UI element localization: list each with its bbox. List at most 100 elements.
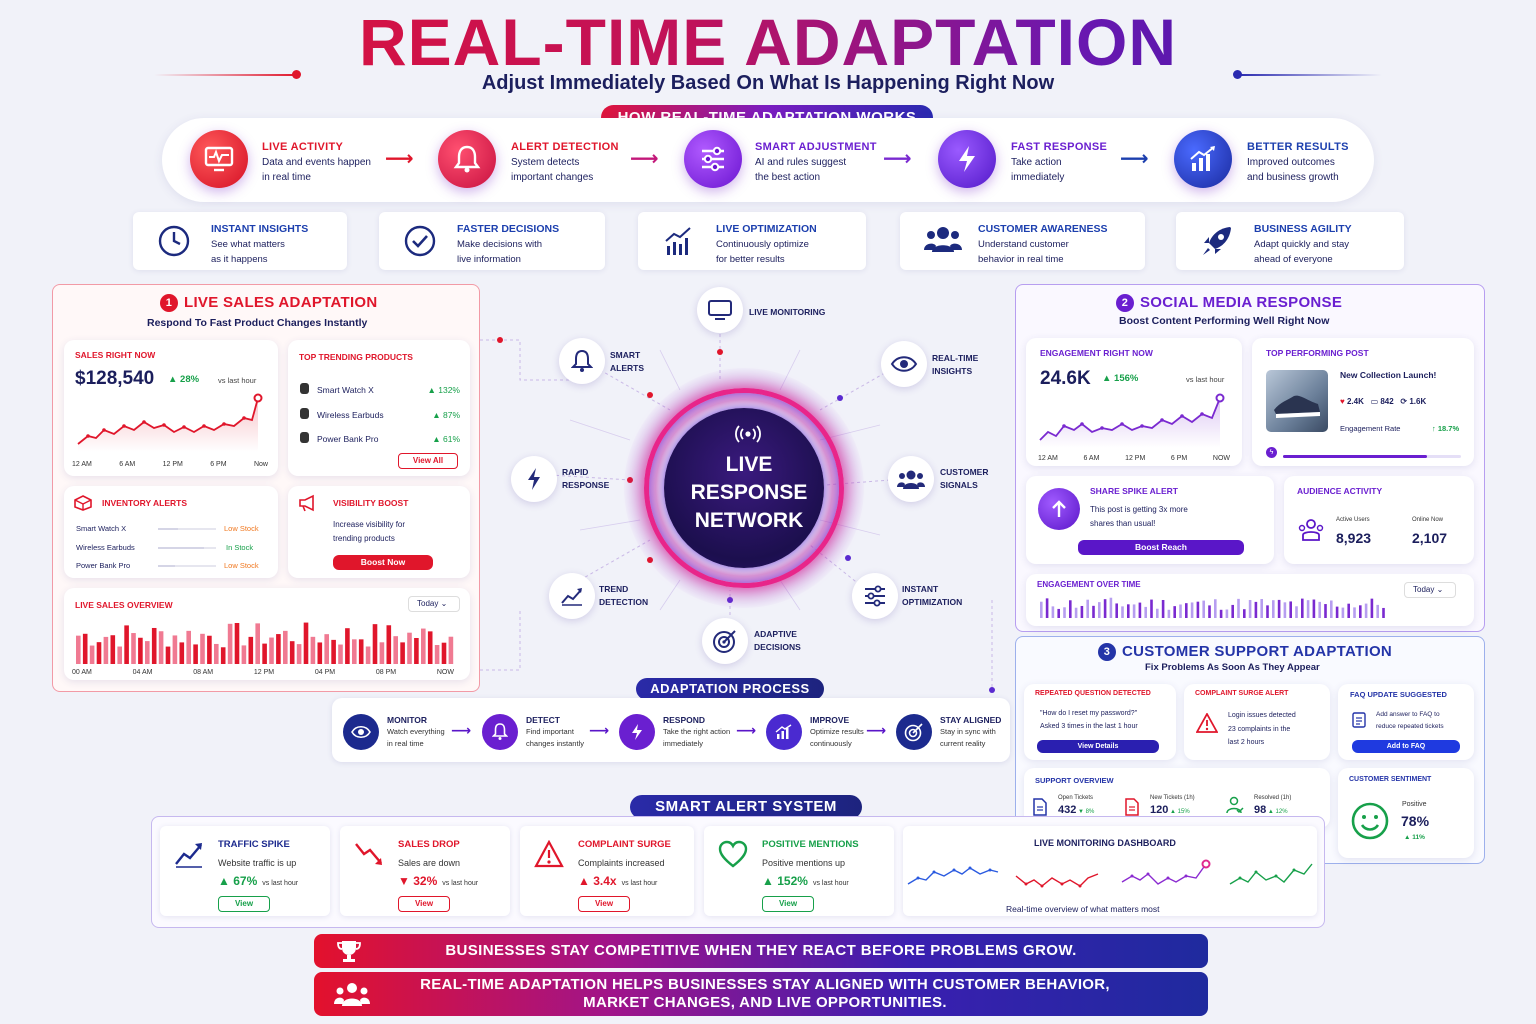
- sales-period-dropdown[interactable]: Today ⌄: [408, 596, 460, 612]
- live-sales-title: 1 LIVE SALES ADAPTATION: [160, 294, 378, 312]
- bar: [1161, 599, 1165, 618]
- hub-node-adaptive-decisions[interactable]: [702, 618, 748, 664]
- box-icon: [74, 495, 92, 516]
- view-button[interactable]: View: [398, 896, 450, 912]
- bar: [1295, 606, 1298, 618]
- document-icon: [1352, 712, 1366, 733]
- bar: [124, 625, 129, 664]
- hub-label-live-monitoring: LIVE MONITORING: [749, 307, 826, 317]
- view-button[interactable]: View: [218, 896, 270, 912]
- bar: [1080, 605, 1084, 618]
- bar-chart-icon: [662, 224, 696, 265]
- bar: [1092, 605, 1095, 618]
- bar: [227, 623, 233, 664]
- bar: [1353, 607, 1356, 618]
- benefit-faster-decisions: FASTER DECISIONS Make decisions with live …: [379, 212, 605, 270]
- hub-node-live-monitoring[interactable]: [697, 287, 743, 333]
- social-media-title: 2 SOCIAL MEDIA RESPONSE: [1116, 294, 1342, 312]
- sales-overview-xaxis: 00 AM 04 AM 08 AM 12 PM 04 PM 08 PM NOW: [72, 669, 454, 676]
- broadcast-icon: [734, 424, 762, 449]
- resolved-stat: Resolved (1h) 98 ▲ 12%: [1254, 795, 1292, 816]
- hub-node-trend-detection[interactable]: [549, 573, 595, 619]
- banner-alignment: [314, 972, 1208, 1016]
- bar: [289, 641, 295, 664]
- view-button[interactable]: View: [578, 896, 630, 912]
- bar: [1237, 598, 1240, 618]
- bar: [1138, 602, 1142, 618]
- growth-chart-icon: [766, 714, 802, 750]
- hub-node-smart-alerts[interactable]: [559, 338, 605, 384]
- bar: [1185, 603, 1188, 618]
- warning-icon: [534, 839, 564, 875]
- process-step-respond: RESPOND Take the right action immediately: [663, 715, 731, 748]
- bar: [131, 633, 136, 664]
- bar: [1312, 599, 1316, 618]
- view-button[interactable]: View: [762, 896, 814, 912]
- step-alert-detection: ALERT DETECTION System detects important c…: [511, 141, 619, 183]
- open-tickets-stat: Open Tickets 432 ▼ 8%: [1058, 795, 1095, 816]
- active-users-label: Active Users: [1336, 517, 1370, 523]
- page-subtitle: Adjust Immediately Based On What Is Happ…: [481, 72, 1055, 94]
- smart-alert-system-label: SMART ALERT SYSTEM: [630, 795, 862, 819]
- view-all-button[interactable]: View All: [398, 453, 458, 469]
- hub-node-customer-signals[interactable]: [888, 456, 934, 502]
- bar: [1324, 604, 1327, 618]
- sentiment-change: ▲ 11%: [1404, 834, 1425, 841]
- bar: [207, 635, 212, 664]
- hub-node-real-time-insights[interactable]: [881, 341, 927, 387]
- adaptation-process-label: ADAPTATION PROCESS: [636, 678, 824, 700]
- bar: [407, 632, 412, 664]
- engagement-period-dropdown[interactable]: Today ⌄: [1404, 582, 1456, 598]
- bar: [1301, 598, 1304, 618]
- list-item[interactable]: Smart Watch X ▲ 132%: [300, 378, 460, 403]
- live-sales-subtitle: Respond To Fast Product Changes Instantl…: [147, 317, 368, 329]
- bar: [352, 639, 357, 664]
- view-details-button[interactable]: View Details: [1037, 740, 1159, 753]
- boost-now-button[interactable]: Boost Now: [333, 555, 433, 570]
- bar: [262, 643, 267, 664]
- engagement-over-time-bars: [1040, 597, 1385, 618]
- bar: [296, 644, 302, 664]
- engagement-now-vs: vs last hour: [1186, 375, 1225, 384]
- sentiment-value: 78%: [1401, 813, 1430, 829]
- post-thumbnail-image[interactable]: [1266, 370, 1328, 432]
- bar: [372, 624, 378, 664]
- bar: [1051, 606, 1055, 618]
- trending-products-label: TOP TRENDING PRODUCTS: [299, 352, 413, 362]
- hub-node-rapid-response[interactable]: [511, 456, 557, 502]
- arrow-right-icon: ⟶: [589, 722, 610, 738]
- list-item[interactable]: Power Bank Pro ▲ 61%: [300, 427, 460, 452]
- customer-sentiment-label: CUSTOMER SENTIMENT: [1349, 776, 1432, 783]
- bar: [117, 646, 122, 664]
- bar: [200, 633, 205, 664]
- users-icon: [1298, 518, 1324, 547]
- bar: [310, 636, 316, 664]
- benefit-instant-insights: INSTANT INSIGHTS See what matters as it ha…: [133, 212, 347, 270]
- add-to-faq-button[interactable]: Add to FAQ: [1352, 740, 1460, 753]
- bar: [1109, 597, 1113, 618]
- bar: [179, 642, 185, 664]
- bar: [400, 642, 405, 664]
- bar: [248, 636, 254, 664]
- engagement-now-value: 24.6K: [1040, 368, 1091, 389]
- benefit-live-optimization: LIVE OPTIMIZATION Continuously optimize fo…: [638, 212, 866, 270]
- how-it-works-strip: [162, 118, 1374, 202]
- bar: [1208, 605, 1211, 618]
- step-smart-adjustment: SMART ADJUSTMENT AI and rules suggest the …: [755, 141, 877, 183]
- sales-now-xaxis: 12 AM 6 AM 12 PM 6 PM Now: [72, 461, 268, 468]
- list-item[interactable]: Wireless Earbuds ▲ 87%: [300, 403, 460, 428]
- list-item: Power Bank Pro Low Stock: [76, 561, 259, 570]
- bar: [76, 635, 81, 664]
- bar: [1127, 604, 1130, 618]
- bar: [151, 627, 157, 664]
- trend-down-icon: [354, 840, 384, 875]
- bar: [434, 645, 440, 664]
- sales-now-label: SALES RIGHT NOW: [75, 350, 156, 360]
- hub-node-instant-optimization[interactable]: [852, 573, 898, 619]
- arrow-right-icon: ⟶: [866, 722, 887, 738]
- live-monitoring-dashboard-card: [903, 826, 1317, 916]
- live-monitoring-dashboard-title: LIVE MONITORING DASHBOARD: [1034, 838, 1176, 848]
- boost-reach-button[interactable]: Boost Reach: [1078, 540, 1244, 555]
- title-line-left: [154, 74, 298, 76]
- bell-icon: [438, 130, 496, 188]
